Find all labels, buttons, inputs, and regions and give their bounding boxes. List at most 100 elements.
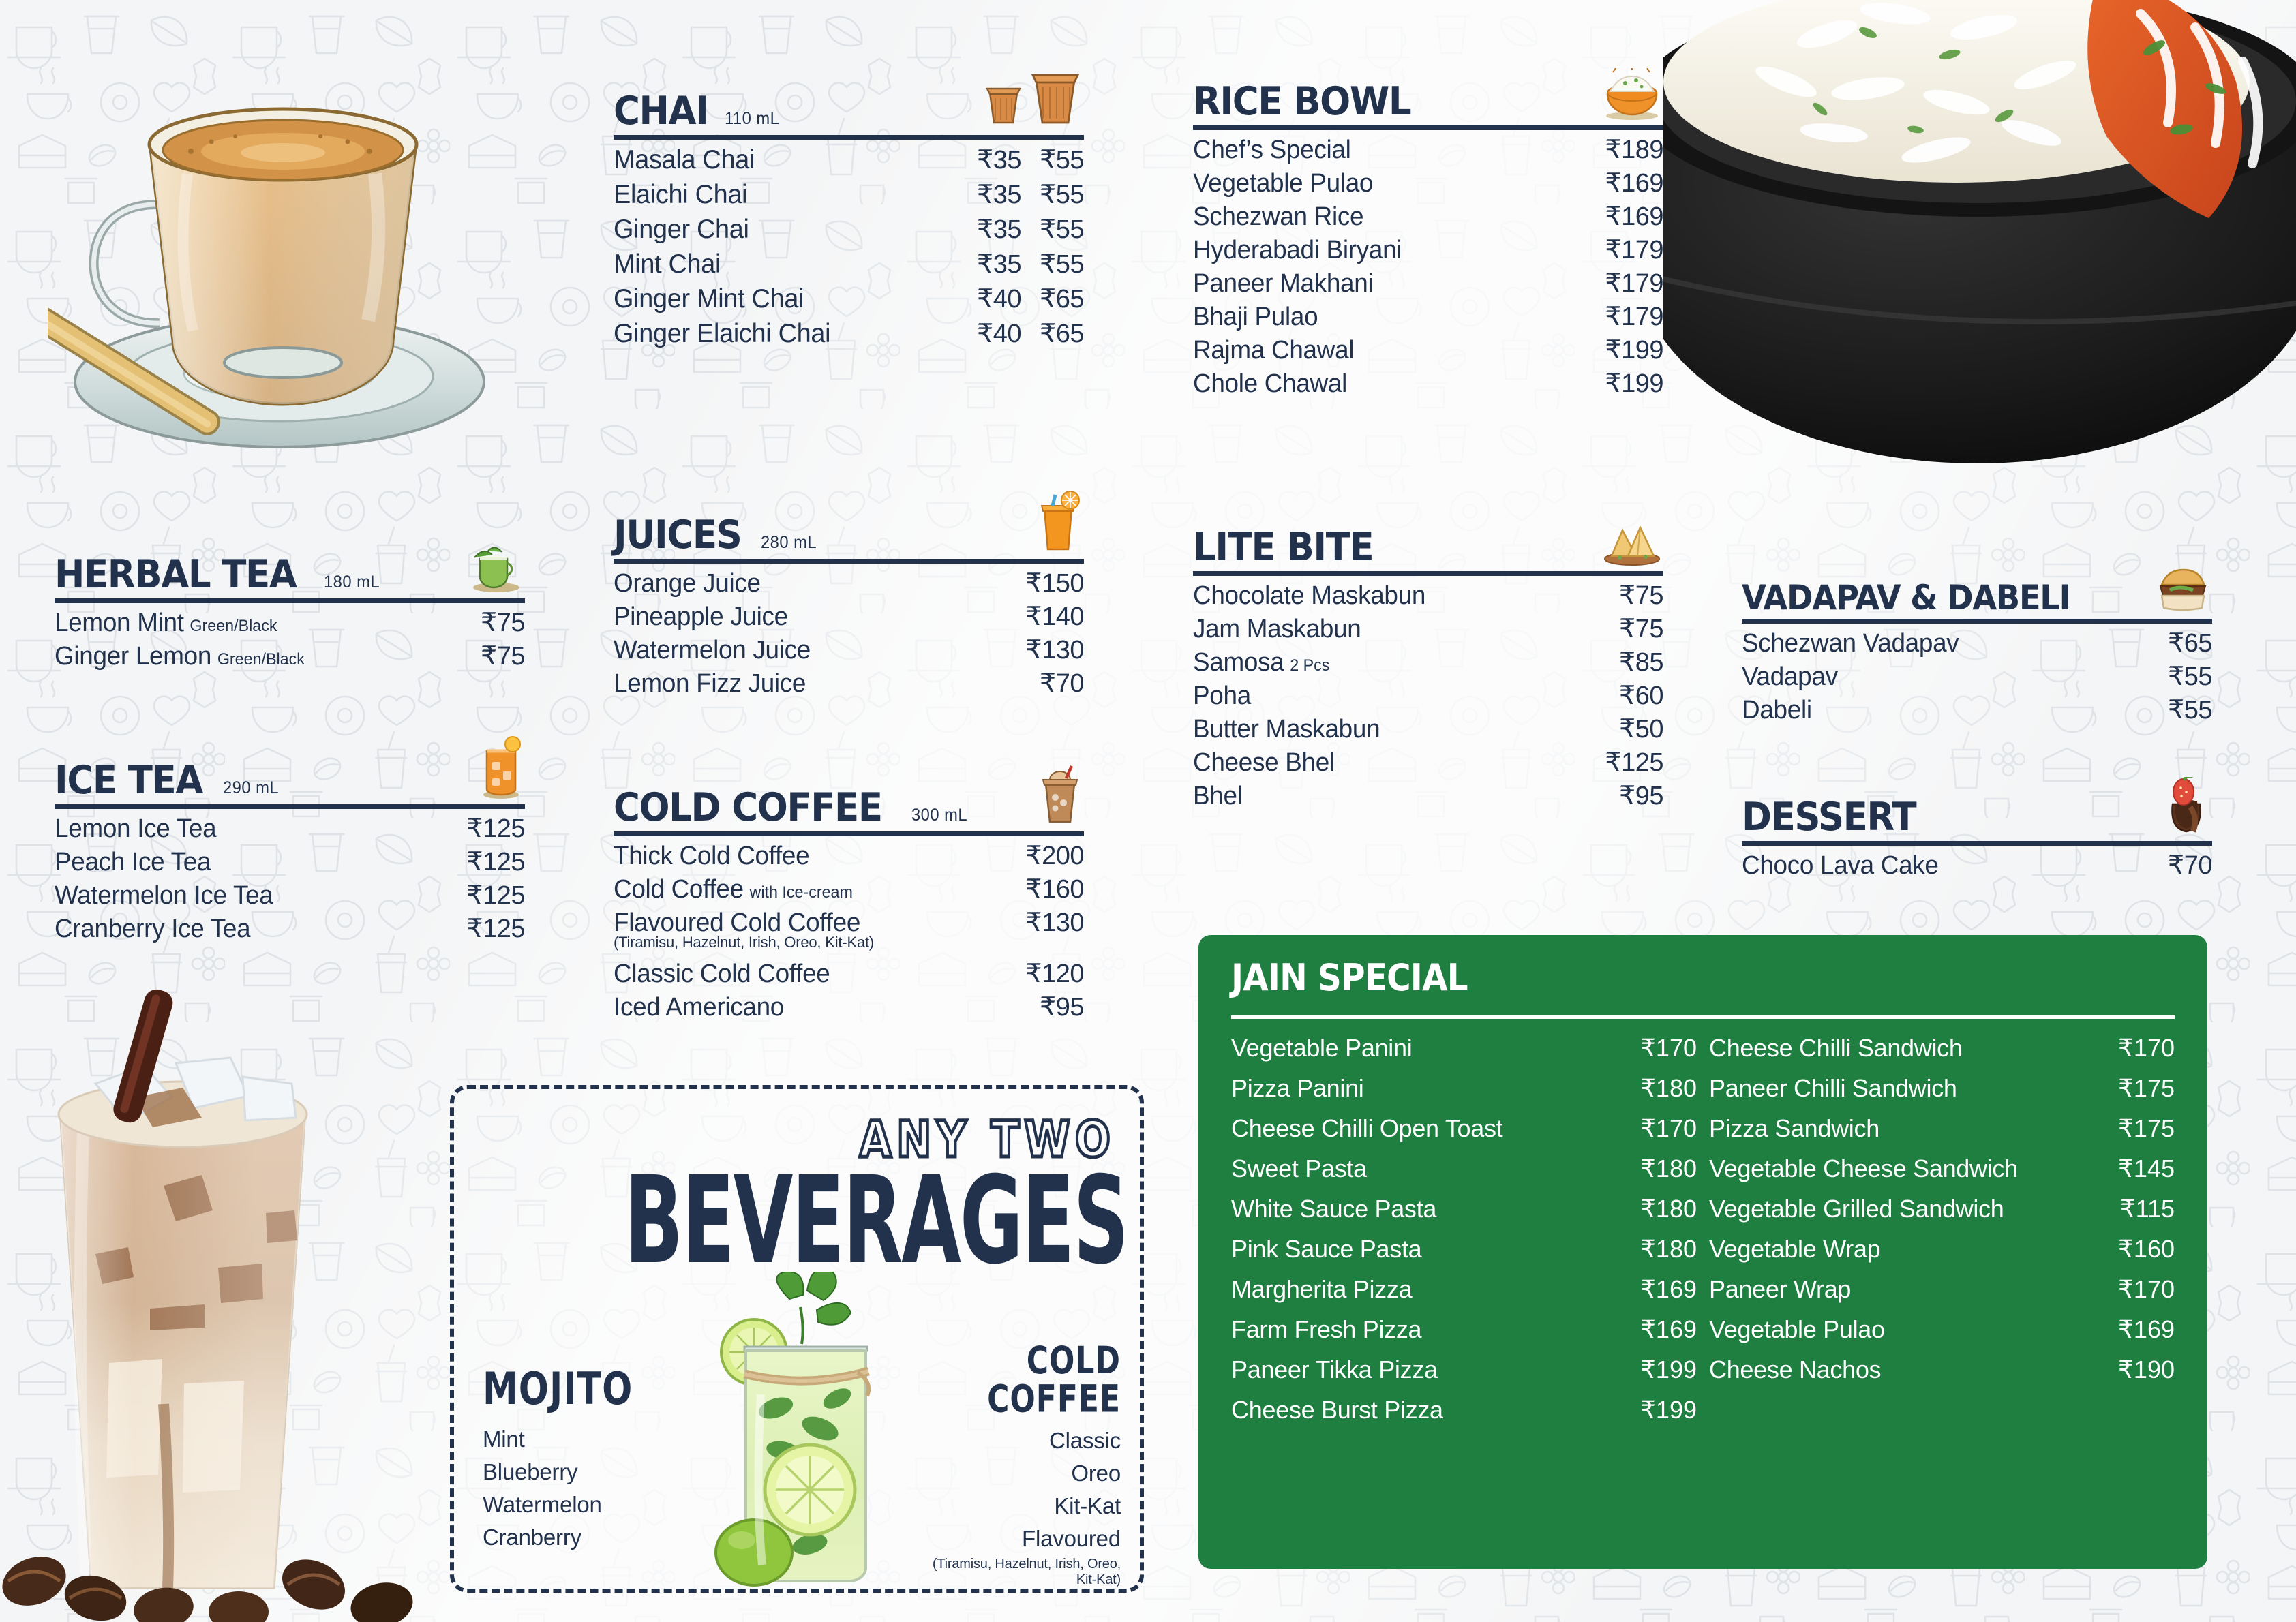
menu-row: Samosa 2 Pcs ₹85 [1193,645,1663,679]
item-price: ₹199 [1605,369,1663,398]
item-name: Orange Juice [614,569,761,598]
menu-row: Chole Chawal ₹199 [1193,367,1663,400]
section-herbal-tea: HERBAL TEA 180 mL Lemon Mint Green/Black … [55,545,525,673]
item-price: ₹125 [466,881,525,910]
menu-row: Hyderabadi Biryani ₹179 [1193,233,1663,266]
item-name: Cheese Bhel [1193,748,1335,777]
menu-row: Lemon Mint Green/Black ₹75 [55,606,525,639]
section-chai: CHAI 110 mL [614,68,1085,351]
item-price: ₹180 [1640,1235,1697,1263]
item-price: ₹179 [1605,303,1663,331]
promo-cold-coffee-item: Classic [1049,1427,1121,1453]
item-name: Watermelon Ice Tea [55,881,273,910]
orange-juice-glass-icon [1032,491,1084,553]
item-price: ₹115 [2119,1195,2175,1223]
item-price: ₹125 [466,814,525,843]
menu-row: Schezwan Rice ₹169 [1193,200,1663,233]
item-name: Vegetable Panini [1231,1034,1413,1062]
item-name: Schezwan Vadapav [1742,629,1959,658]
item-price-large: ₹55 [1040,146,1084,174]
item-name: Chocolate Maskabun [1193,581,1426,610]
section-header-herbal-tea: HERBAL TEA 180 mL [55,545,525,603]
item-name: Vegetable Cheese Sandwich [1709,1154,2018,1182]
menu-row: Ginger Lemon Green/Black ₹75 [55,639,525,673]
menu-row: Thick Cold Coffee ₹200 [614,839,1084,872]
jain-row: Farm Fresh Pizza ₹169 [1231,1310,1697,1350]
item-price: ₹170 [2118,1275,2175,1303]
item-price: ₹65 [2168,629,2212,658]
section-rice-bowl: RICE BOWL Chef’s Special ₹189 Vegetable P… [1193,68,1663,400]
item-name: Dabeli [1742,696,1812,724]
item-price: ₹95 [1040,993,1084,1022]
jain-row: Pizza Panini ₹180 [1231,1069,1697,1109]
green-tea-cup-icon [468,545,525,593]
item-price: ₹125 [1605,748,1663,777]
promo-cold-coffee-column: COLD COFFEE Classic Oreo Kit-Kat Flavour… [930,1339,1121,1588]
menu-row: Butter Maskabun ₹50 [1193,712,1663,746]
menu-row: Iced Americano ₹95 [614,990,1084,1024]
item-name: Pizza Sandwich [1709,1114,1879,1142]
item-price: ₹199 [1640,1396,1697,1424]
menu-row: Peach Ice Tea ₹125 [55,845,525,878]
menu-row: Ginger Elaichi Chai ₹40 ₹65 [614,316,1085,351]
jain-row: Paneer Chilli Sandwich ₹175 [1709,1069,2175,1109]
item-name: Vegetable Grilled Sandwich [1709,1195,2004,1223]
item-name: Paneer Wrap [1709,1275,1852,1303]
item-price: ₹199 [1640,1356,1697,1383]
jain-row: White Sauce Pasta ₹180 [1231,1189,1697,1229]
section-header-vadapav-dabeli: VADAPAV & DABELI [1742,566,2212,624]
item-name: Cheese Nachos [1709,1356,1882,1383]
item-name: Bhel [1193,782,1243,810]
item-name: Paneer Tikka Pizza [1231,1356,1438,1383]
item-price: ₹75 [481,642,525,671]
promo-cold-coffee-item: Flavoured [1022,1525,1121,1551]
item-name-main: Samosa [1193,648,1284,677]
item-price-small: ₹35 [977,250,1021,279]
item-name: Schezwan Rice [1193,202,1364,231]
section-header-ice-tea: ICE TEA 290 mL [55,736,525,809]
section-volume: 300 mL [911,806,968,825]
menu-row: Cranberry Ice Tea ₹125 [55,912,525,945]
menu-row: Ginger Chai ₹35 ₹55 [614,212,1085,247]
menu-row: Watermelon Ice Tea ₹125 [55,878,525,912]
jain-row: Cheese Nachos ₹190 [1709,1350,2175,1390]
promo-cold-coffee-title-line1: COLD [1026,1339,1121,1383]
item-price-small: ₹35 [977,215,1021,244]
menu-row: Bhel ₹95 [1193,779,1663,812]
item-name: Vegetable Wrap [1709,1235,1881,1263]
vadapav-icon [2154,566,2212,613]
jain-special-panel: JAIN SPECIAL Vegetable Panini ₹170 Pizza … [1198,935,2207,1569]
item-name: Vegetable Pulao [1193,169,1374,198]
item-name: White Sauce Pasta [1231,1195,1437,1223]
menu-row: Lemon Ice Tea ₹125 [55,812,525,845]
item-name: Margherita Pizza [1231,1275,1413,1303]
menu-row: Choco Lava Cake ₹70 [1742,848,2212,882]
item-name-main: Ginger Lemon [55,642,212,671]
item-price: ₹190 [2118,1356,2175,1383]
item-name: Pineapple Juice [614,602,788,631]
menu-row: Bhaji Pulao ₹179 [1193,300,1663,333]
section-header-dessert: DESSERT [1742,777,2212,846]
item-price: ₹180 [1640,1154,1697,1182]
section-juices: JUICES 280 mL Orange Juice ₹150 Pineappl… [614,491,1084,700]
section-lite-bite: LITE BITE Chocolate Maskabun ₹75 Jam Mask… [1193,518,1663,812]
item-name: Choco Lava Cake [1742,851,1939,880]
item-price: ₹70 [1040,669,1084,698]
promo-cold-coffee-item: Oreo [1071,1460,1121,1486]
item-price: ₹175 [2118,1074,2175,1102]
item-name: Paneer Makhani [1193,269,1374,298]
item-price-large: ₹55 [1040,250,1084,279]
promo-mojito-item: Mint [483,1426,525,1452]
lava-cake-icon [2160,777,2212,836]
item-name: Classic Cold Coffee [614,960,830,988]
mojito-jar-photo [674,1272,939,1589]
item-price: ₹179 [1605,269,1663,298]
section-header-juices: JUICES 280 mL [614,491,1084,564]
promo-mojito-title: MOJITO [483,1364,633,1415]
item-name: Jam Maskabun [1193,615,1361,643]
section-header-lite-bite: LITE BITE [1193,518,1663,576]
jain-row: Sweet Pasta ₹180 [1231,1149,1697,1189]
section-volume: 290 mL [223,778,280,797]
section-title: LITE BITE [1193,525,1374,570]
menu-row: Vegetable Pulao ₹169 [1193,166,1663,200]
